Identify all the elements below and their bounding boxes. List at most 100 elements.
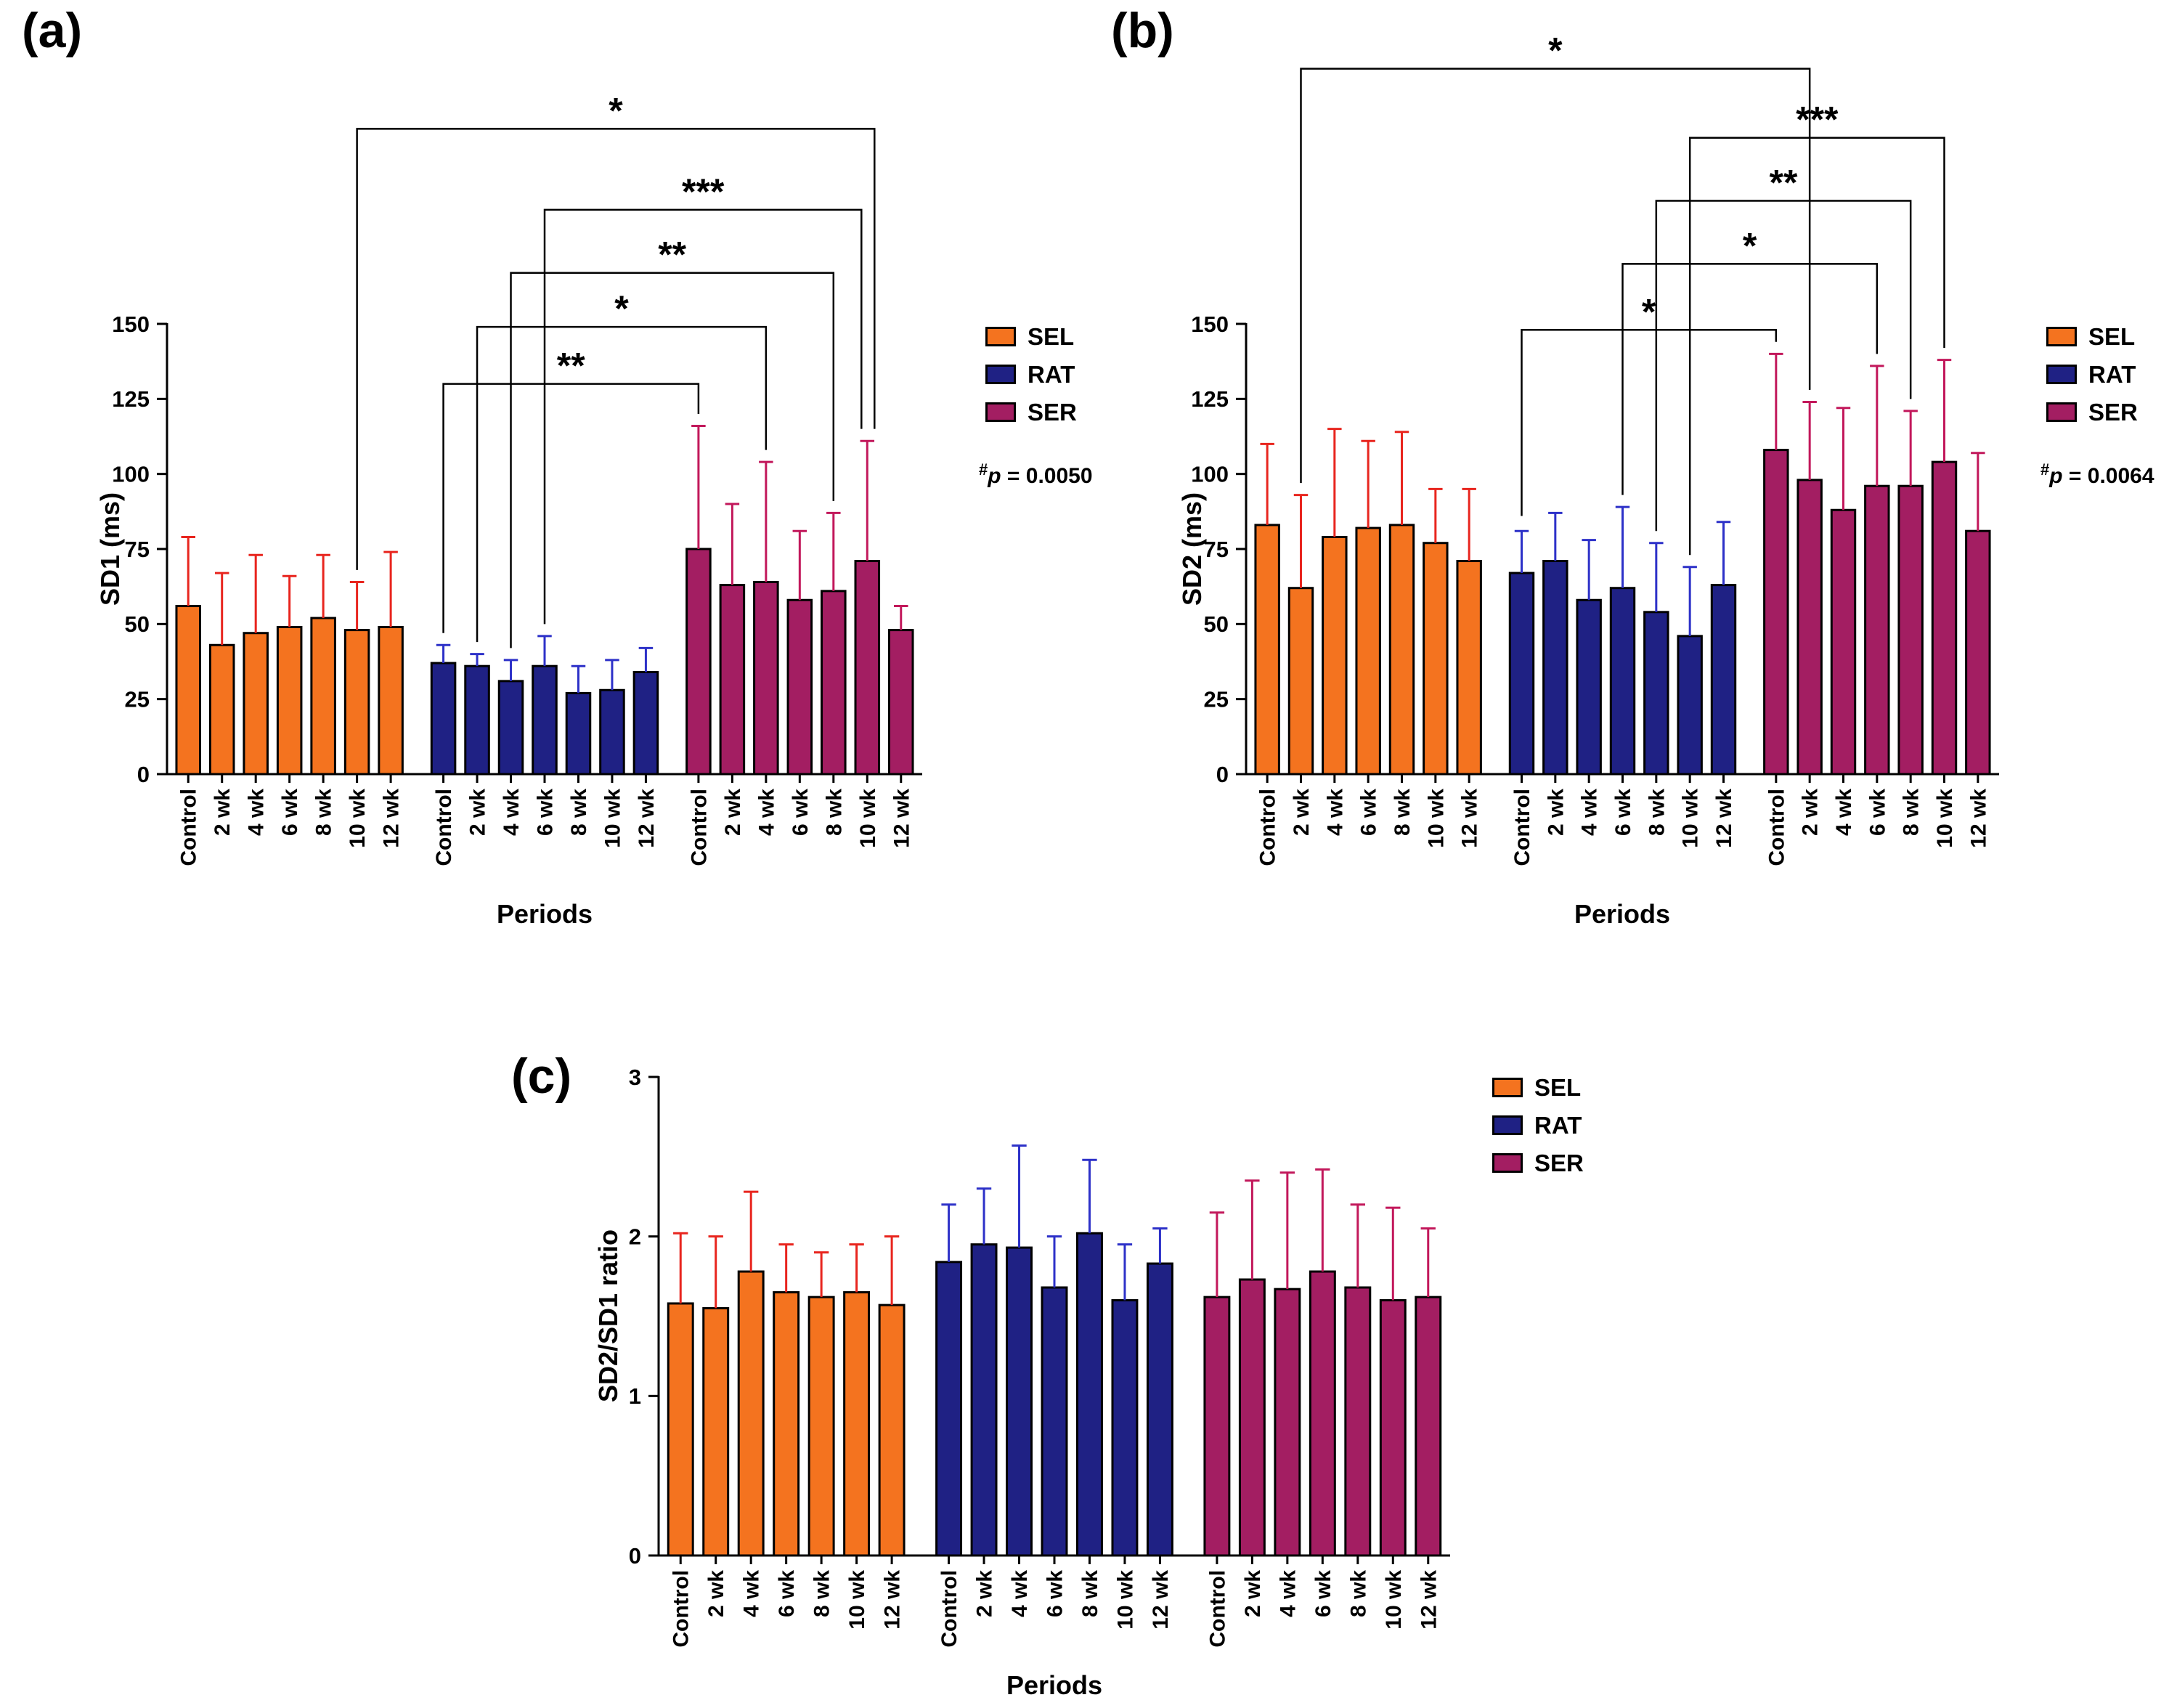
x-tick-label-SER-Control: Control: [1205, 1570, 1229, 1648]
x-tick-label-RAT-10 wk: 10 wk: [1679, 789, 1703, 848]
bar-RAT-2 wk: [970, 1243, 998, 1557]
x-tick-label-RAT-12 wk: 12 wk: [1712, 789, 1736, 848]
y-tick-label-a-50: 50: [125, 611, 150, 637]
y-tick-label-b-125: 125: [1191, 386, 1229, 412]
bar-RAT-12 wk: [1146, 1262, 1173, 1557]
bar-RAT-Control: [1508, 572, 1535, 776]
legend-swatch-RAT: [1492, 1115, 1523, 1135]
x-tick-label-SEL-12 wk: 12 wk: [881, 1570, 905, 1630]
bar-SEL-6 wk: [773, 1291, 800, 1557]
p-symbol: p: [988, 464, 1001, 488]
bar-SEL-12 wk: [378, 625, 404, 776]
significance-bracket-a-1: [476, 325, 768, 643]
bar-SER-12 wk: [1965, 529, 1991, 776]
significance-bracket-b-3: [1688, 137, 1945, 556]
significance-bracket-a-4: [356, 128, 876, 570]
x-tick-label-RAT-Control: Control: [432, 789, 456, 866]
legend-item-RAT-b: RAT: [2046, 362, 2136, 386]
significance-label-b-3: ***: [1796, 99, 1839, 140]
significance-bracket-a-0: [442, 383, 700, 633]
x-tick-label-SEL-Control: Control: [177, 789, 201, 866]
bar-SEL-2 wk: [1287, 587, 1314, 776]
bar-RAT-Control: [430, 662, 457, 776]
x-tick-label-SER-6 wk: 6 wk: [1311, 1570, 1335, 1617]
x-tick-label-RAT-Control: Control: [1510, 789, 1534, 866]
legend-swatch-SEL: [1492, 1077, 1523, 1097]
bar-SEL-6 wk: [1355, 526, 1381, 776]
bar-SEL-8 wk: [1388, 524, 1415, 776]
significance-bracket-b-0: [1521, 329, 1778, 516]
legend-label-RAT: RAT: [2088, 360, 2136, 388]
y-tick-label-b-75: 75: [1204, 537, 1229, 562]
bar-SER-2 wk: [719, 584, 746, 776]
x-tick-label-SEL-4 wk: 4 wk: [740, 1570, 764, 1617]
bar-RAT-8 wk: [565, 691, 592, 776]
bar-RAT-8 wk: [1643, 611, 1669, 776]
panel-label-c: (c): [511, 1049, 572, 1104]
significance-bracket-b-1: [1621, 263, 1879, 495]
bar-SER-2 wk: [1796, 479, 1823, 776]
bar-SEL-Control: [1254, 524, 1280, 776]
x-tick-label-RAT-4 wk: 4 wk: [1578, 789, 1602, 836]
bar-RAT-12 wk: [1710, 584, 1737, 776]
bar-SEL-2 wk: [702, 1307, 730, 1557]
x-tick-label-RAT-2 wk: 2 wk: [466, 789, 490, 836]
chart-b-xlabel: Periods: [1574, 899, 1671, 929]
x-tick-label-SER-8 wk: 8 wk: [822, 789, 846, 836]
x-tick-label-SEL-2 wk: 2 wk: [704, 1570, 728, 1617]
bar-SER-Control: [1763, 449, 1789, 776]
x-tick-label-RAT-6 wk: 6 wk: [1043, 1570, 1067, 1617]
bar-RAT-6 wk: [1609, 587, 1636, 776]
x-tick-label-RAT-2 wk: 2 wk: [1544, 789, 1568, 836]
bar-SEL-8 wk: [807, 1296, 835, 1557]
legend-item-SER-b: SER: [2046, 399, 2138, 424]
bar-SER-8 wk: [1897, 484, 1924, 776]
x-tick-label-RAT-12 wk: 12 wk: [1149, 1570, 1173, 1630]
significance-label-b-1: *: [1743, 225, 1757, 266]
x-tick-label-SEL-10 wk: 10 wk: [346, 789, 370, 848]
bar-RAT-4 wk: [1006, 1246, 1033, 1557]
bar-SER-10 wk: [1379, 1299, 1407, 1557]
chart-a-ylabel: SD1 (ms): [95, 492, 125, 606]
y-tick-label-a-25: 25: [125, 687, 150, 712]
chart-b-ylabel: SD2 (ms): [1177, 492, 1207, 606]
panel-label-a: (a): [22, 3, 83, 58]
y-tick-label-c-2: 2: [629, 1224, 641, 1250]
bar-RAT-2 wk: [464, 664, 490, 776]
y-tick-label-c-3: 3: [629, 1065, 641, 1090]
x-tick-label-SEL-4 wk: 4 wk: [1323, 789, 1347, 836]
bar-SEL-12 wk: [1456, 560, 1482, 776]
x-tick-label-SEL-6 wk: 6 wk: [775, 1570, 799, 1617]
bar-SER-Control: [685, 548, 712, 776]
legend-item-SER-a: SER: [985, 399, 1077, 424]
legend-label-SER: SER: [1028, 398, 1077, 426]
legend-label-RAT: RAT: [1534, 1111, 1582, 1139]
x-tick-label-SER-12 wk: 12 wk: [1966, 789, 1990, 848]
x-tick-label-SEL-12 wk: 12 wk: [380, 789, 404, 848]
x-tick-label-SER-12 wk: 12 wk: [890, 789, 913, 848]
legend-swatch-SEL: [2046, 326, 2077, 346]
bar-SER-6 wk: [1864, 484, 1890, 776]
significance-label-a-2: **: [658, 235, 686, 275]
x-tick-label-SER-4 wk: 4 wk: [754, 789, 778, 836]
bar-SEL-Control: [175, 605, 202, 776]
legend-swatch-SER: [985, 402, 1016, 422]
bar-RAT-6 wk: [1041, 1286, 1068, 1557]
y-tick-label-b-25: 25: [1204, 687, 1229, 712]
x-tick-label-RAT-8 wk: 8 wk: [1645, 789, 1669, 836]
legend-label-SER: SER: [1534, 1149, 1584, 1176]
bar-SER-12 wk: [887, 629, 914, 776]
p-symbol: p: [2049, 464, 2063, 488]
y-tick-label-c-1: 1: [629, 1383, 641, 1409]
x-tick-label-SEL-2 wk: 2 wk: [1290, 789, 1314, 836]
significance-label-b-0: *: [1642, 291, 1656, 332]
y-tick-label-b-150: 150: [1191, 312, 1229, 337]
bar-RAT-6 wk: [532, 664, 558, 776]
bar-SER-4 wk: [1274, 1288, 1301, 1557]
panel-label-b: (b): [1111, 3, 1174, 58]
x-tick-label-SER-2 wk: 2 wk: [1241, 1570, 1265, 1617]
bar-RAT-4 wk: [497, 680, 524, 776]
significance-label-b-2: **: [1770, 163, 1798, 203]
bar-SER-2 wk: [1238, 1278, 1266, 1557]
x-tick-label-SEL-4 wk: 4 wk: [245, 789, 269, 836]
